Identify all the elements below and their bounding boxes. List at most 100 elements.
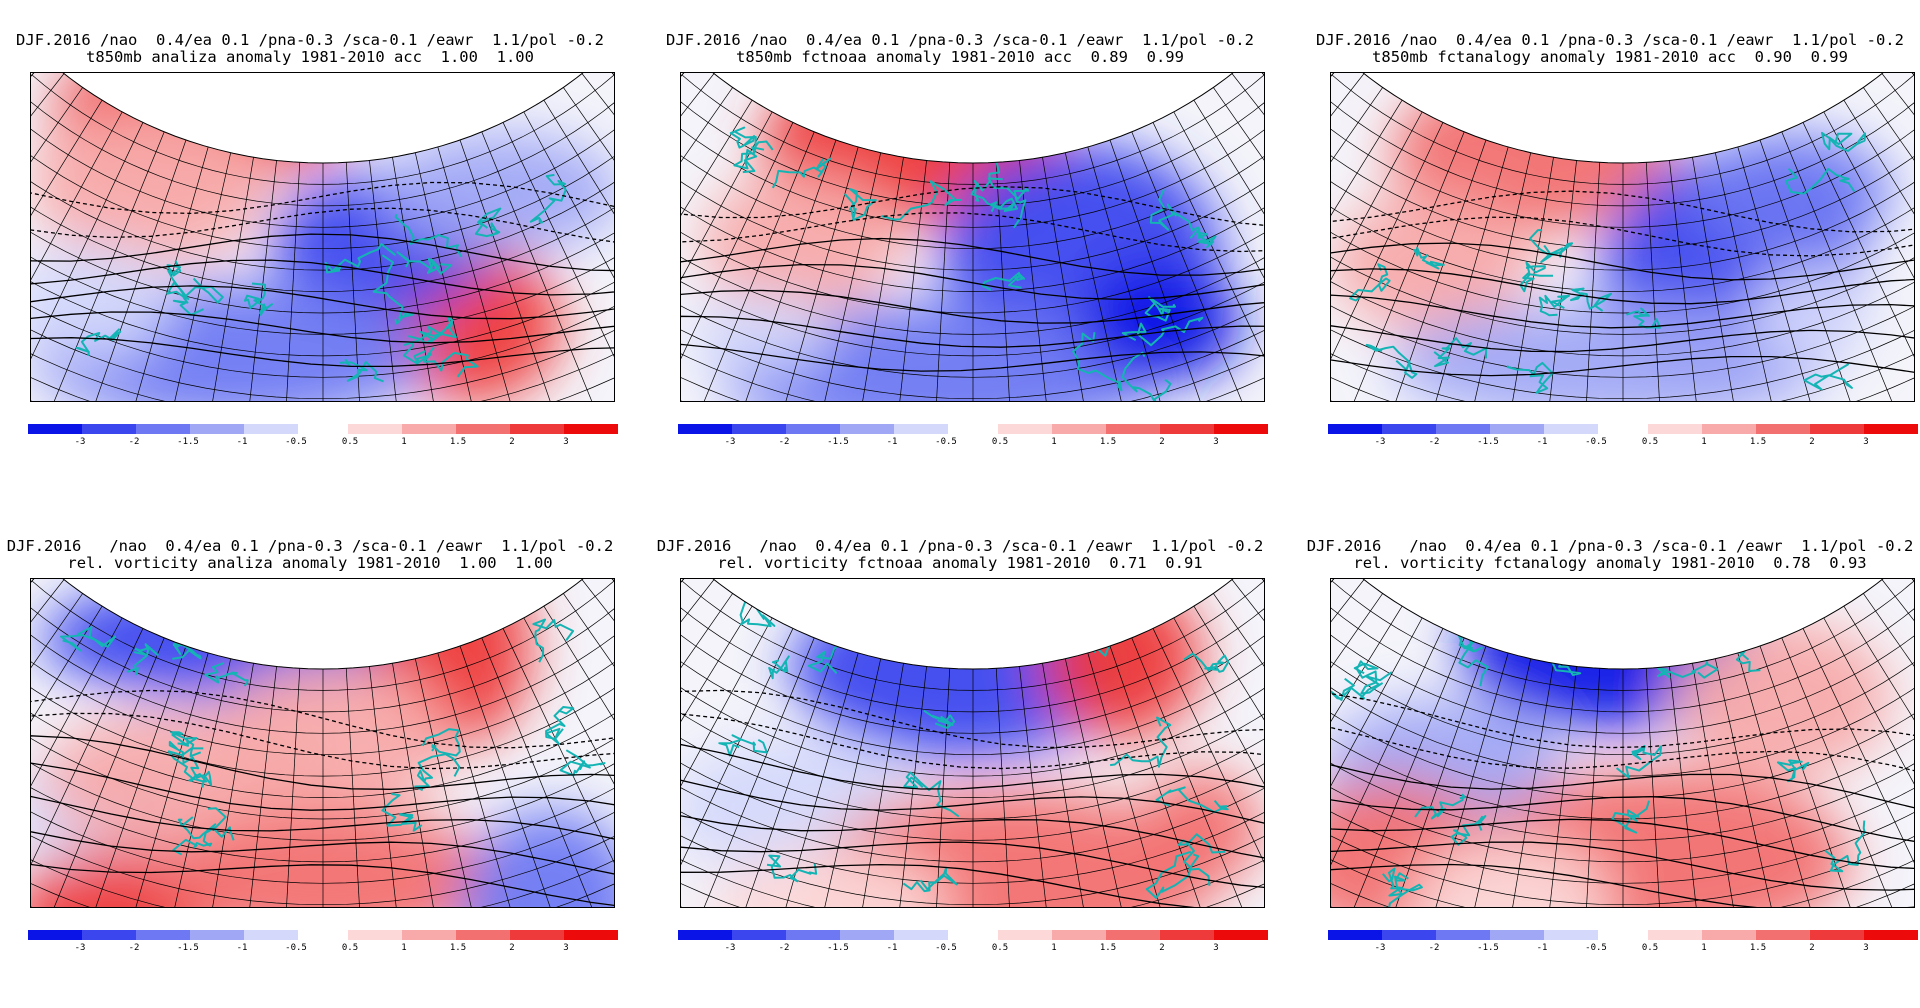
colorbar-tick-label: 0.5 bbox=[991, 943, 1009, 953]
colorbar-segment bbox=[136, 930, 190, 940]
colorbar-tick-label: -2 bbox=[778, 943, 790, 953]
colorbar-segment bbox=[1328, 424, 1382, 434]
map-panel: DJF.2016 /nao 0.4/ea 0.1 /pna-0.3 /sca-0… bbox=[650, 538, 1270, 1008]
colorbar-tick-label: 1 bbox=[401, 437, 407, 447]
graticule bbox=[31, 579, 614, 907]
colorbar-segment bbox=[190, 424, 244, 434]
panel-title-line1: DJF.2016 /nao 0.4/ea 0.1 /pna-0.3 /sca-0… bbox=[656, 537, 1264, 555]
map-panel: DJF.2016 /nao 0.4/ea 0.1 /pna-0.3 /sca-0… bbox=[650, 32, 1270, 502]
colorbar-tick-label: 0.5 bbox=[341, 437, 359, 447]
colorbar-segment bbox=[1864, 424, 1918, 434]
graticule bbox=[31, 73, 614, 401]
colorbar-tick-label: -1 bbox=[886, 943, 898, 953]
colorbar-segment bbox=[1544, 930, 1598, 940]
colorbar: -3 -2 -1.5 -1 -0.5 0.5 1 1.5 2 3 bbox=[678, 930, 1268, 958]
colorbar-tick-label: -1 bbox=[886, 437, 898, 447]
colorbar-tick-label: -1 bbox=[1536, 437, 1548, 447]
map-panel: DJF.2016 /nao 0.4/ea 0.1 /pna-0.3 /sca-0… bbox=[0, 32, 620, 502]
colorbar-tick-label: -3 bbox=[74, 943, 86, 953]
colorbar-segment bbox=[786, 930, 840, 940]
graticule bbox=[1331, 579, 1914, 907]
panel-title-line2: rel. vorticity fctanalogy anomaly 1981-2… bbox=[1353, 554, 1867, 572]
colorbar-segment bbox=[348, 424, 402, 434]
colorbar-segment bbox=[1810, 424, 1864, 434]
colorbar: -3 -2 -1.5 -1 -0.5 0.5 1 1.5 2 3 bbox=[28, 930, 618, 958]
colorbar-tick-label: 3 bbox=[1863, 943, 1869, 953]
colorbar-tick-label: -1.5 bbox=[827, 437, 849, 447]
colorbar-segment bbox=[678, 424, 732, 434]
colorbar-segment bbox=[1106, 424, 1160, 434]
colorbar-tick-label: 1.5 bbox=[449, 437, 467, 447]
colorbar-segment bbox=[1328, 930, 1382, 940]
colorbar-segment bbox=[1810, 930, 1864, 940]
colorbar-segment bbox=[1106, 930, 1160, 940]
panel-title-line1: DJF.2016 /nao 0.4/ea 0.1 /pna-0.3 /sca-0… bbox=[6, 537, 614, 555]
colorbar-segment bbox=[82, 930, 136, 940]
colorbar-segment bbox=[82, 424, 136, 434]
contour-lines bbox=[1331, 190, 1914, 377]
colorbar-tick-label: -1 bbox=[1536, 943, 1548, 953]
colorbar-segment bbox=[1490, 930, 1544, 940]
map-panel: DJF.2016 /nao 0.4/ea 0.1 /pna-0.3 /sca-0… bbox=[0, 538, 620, 1008]
map-panel: DJF.2016 /nao 0.4/ea 0.1 /pna-0.3 /sca-0… bbox=[1300, 32, 1920, 502]
panel-title-line1: DJF.2016 /nao 0.4/ea 0.1 /pna-0.3 /sca-0… bbox=[16, 31, 604, 49]
colorbar-segment bbox=[348, 930, 402, 940]
colorbar-tick-label: 1.5 bbox=[1099, 943, 1117, 953]
coastlines bbox=[60, 614, 606, 856]
graticule bbox=[681, 73, 1264, 401]
colorbar-tick-label: -2 bbox=[128, 437, 140, 447]
colorbar: -3 -2 -1.5 -1 -0.5 0.5 1 1.5 2 3 bbox=[1328, 930, 1918, 958]
colorbar-tick-label: 0.5 bbox=[1641, 437, 1659, 447]
colorbar-segment bbox=[510, 930, 564, 940]
map-panel: DJF.2016 /nao 0.4/ea 0.1 /pna-0.3 /sca-0… bbox=[1300, 538, 1920, 1008]
colorbar-tick-label: 2 bbox=[1159, 437, 1165, 447]
colorbar-segment bbox=[456, 930, 510, 940]
colorbar-segment bbox=[190, 930, 244, 940]
colorbar-segment bbox=[244, 424, 298, 434]
colorbar-tick-label: -1.5 bbox=[177, 437, 199, 447]
graticule bbox=[1331, 73, 1914, 401]
contour-lines bbox=[681, 689, 1264, 907]
contour-lines bbox=[31, 689, 614, 907]
map-frame bbox=[30, 578, 615, 908]
colorbar-segment bbox=[28, 930, 82, 940]
colorbar-segment bbox=[894, 930, 948, 940]
panel-title-line1: DJF.2016 /nao 0.4/ea 0.1 /pna-0.3 /sca-0… bbox=[1306, 537, 1914, 555]
colorbar-segment bbox=[1382, 930, 1436, 940]
colorbar-tick-label: -2 bbox=[778, 437, 790, 447]
colorbar-tick-label: -0.5 bbox=[1585, 943, 1607, 953]
colorbar-segment bbox=[1160, 930, 1214, 940]
colorbar-segment bbox=[402, 424, 456, 434]
colorbar-segment bbox=[564, 930, 618, 940]
colorbar-tick-label: -1.5 bbox=[1477, 437, 1499, 447]
colorbar-tick-label: 2 bbox=[509, 437, 515, 447]
colorbar-segment bbox=[998, 930, 1052, 940]
colorbar-segment bbox=[136, 424, 190, 434]
colorbar-segment bbox=[510, 424, 564, 434]
colorbar-tick-label: 2 bbox=[1809, 943, 1815, 953]
colorbar-tick-label: -2 bbox=[1428, 943, 1440, 953]
colorbar-tick-label: -0.5 bbox=[1585, 437, 1607, 447]
map-frame bbox=[30, 72, 615, 402]
colorbar-tick-label: -1.5 bbox=[177, 943, 199, 953]
map-frame bbox=[680, 578, 1265, 908]
colorbar: -3 -2 -1.5 -1 -0.5 0.5 1 1.5 2 3 bbox=[678, 424, 1268, 452]
colorbar: -3 -2 -1.5 -1 -0.5 0.5 1 1.5 2 3 bbox=[1328, 424, 1918, 452]
colorbar-tick-label: -0.5 bbox=[935, 437, 957, 447]
colorbar-segment bbox=[894, 424, 948, 434]
colorbar-segment bbox=[1648, 424, 1702, 434]
colorbar-segment bbox=[1648, 930, 1702, 940]
colorbar-tick-label: -3 bbox=[724, 437, 736, 447]
map-frame bbox=[1330, 578, 1915, 908]
panel-title-line2: t850mb fctnoaa anomaly 1981-2010 acc 0.8… bbox=[736, 48, 1184, 66]
panel-title-line1: DJF.2016 /nao 0.4/ea 0.1 /pna-0.3 /sca-0… bbox=[1316, 31, 1904, 49]
colorbar-tick-label: -1.5 bbox=[1477, 943, 1499, 953]
colorbar-segment bbox=[998, 424, 1052, 434]
colorbar-segment bbox=[840, 424, 894, 434]
map-frame bbox=[1330, 72, 1915, 402]
colorbar-tick-label: -1 bbox=[236, 437, 248, 447]
contour-lines bbox=[681, 186, 1264, 372]
colorbar-segment bbox=[1214, 424, 1268, 434]
colorbar: -3 -2 -1.5 -1 -0.5 0.5 1 1.5 2 3 bbox=[28, 424, 618, 452]
colorbar-tick-label: -3 bbox=[1374, 437, 1386, 447]
